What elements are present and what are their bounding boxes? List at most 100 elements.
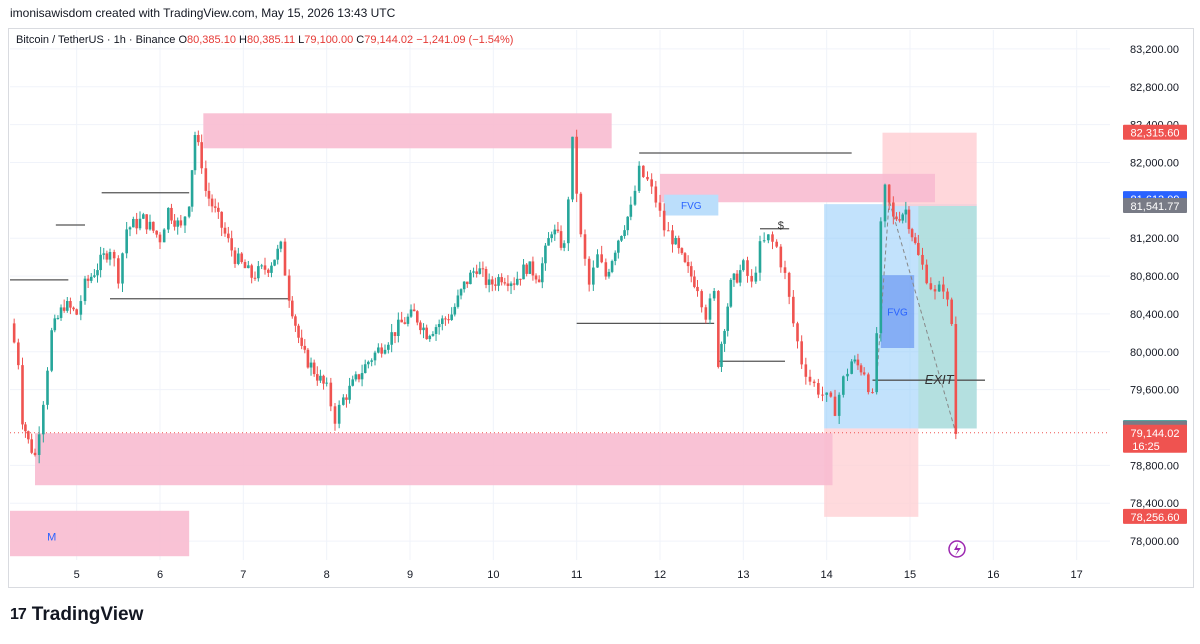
candle-body — [742, 260, 745, 271]
open-label: O — [178, 34, 188, 46]
candle-body — [33, 452, 37, 455]
candle-body — [607, 271, 611, 277]
price-tag — [1123, 424, 1187, 453]
candle-body — [342, 397, 345, 405]
price-tag-time: 16:25 — [1132, 441, 1160, 453]
candle-body — [348, 385, 351, 400]
y-tick-label: 81,200.00 — [1130, 233, 1179, 245]
x-tick-label: 16 — [987, 569, 999, 581]
candle-body — [950, 299, 953, 325]
candle-body — [237, 253, 240, 264]
symbol-name[interactable]: Bitcoin / TetherUS · 1h · Binance — [16, 34, 176, 46]
candle-body — [287, 275, 291, 301]
candle-body — [720, 343, 723, 367]
candle-body — [646, 176, 649, 180]
x-tick-label: 7 — [240, 569, 246, 581]
candle-body — [534, 275, 538, 280]
candle-body — [917, 242, 920, 255]
candle-body — [200, 142, 203, 169]
candle-body — [531, 261, 535, 276]
candle-body — [913, 237, 917, 243]
candle-body — [27, 431, 30, 440]
fvg-label: FVG — [887, 308, 908, 319]
candle-body — [771, 234, 774, 242]
candle-body — [220, 211, 223, 228]
candle-body — [846, 373, 849, 377]
close-label: C — [356, 34, 365, 46]
candle-body — [387, 344, 390, 350]
candle-body — [825, 392, 828, 395]
candle-body — [422, 327, 425, 331]
y-tick-label: 78,400.00 — [1130, 498, 1179, 510]
candle-body — [596, 254, 599, 268]
y-tick-label: 80,800.00 — [1130, 271, 1179, 283]
candle-body — [575, 136, 578, 194]
candle-body — [267, 269, 270, 273]
candle-body — [370, 360, 373, 362]
candle-body — [898, 219, 901, 221]
candle-body — [626, 216, 630, 231]
candle-body — [821, 394, 824, 396]
candle-body — [440, 318, 444, 324]
candle-body — [642, 165, 645, 177]
candle-body — [904, 209, 908, 215]
high-value: 80,385.11 — [246, 34, 296, 46]
candle-body — [155, 230, 158, 235]
candle-body — [183, 216, 187, 226]
candle-body — [680, 248, 684, 254]
candle-body — [312, 362, 316, 375]
candle-body — [617, 240, 620, 253]
price-tag-label: 78,256.60 — [1131, 512, 1180, 524]
candle-body — [484, 269, 488, 285]
candle-body — [112, 251, 116, 259]
candle-body — [610, 261, 614, 272]
candle-body — [72, 307, 75, 310]
candle-body — [167, 207, 170, 230]
x-tick-label: 11 — [571, 569, 582, 581]
candle-body — [96, 270, 99, 276]
candle-body — [325, 382, 328, 384]
candle-body — [933, 289, 937, 292]
candle-body — [303, 345, 307, 350]
candle-body — [453, 306, 457, 315]
candle-body — [428, 335, 432, 340]
x-tick-label: 14 — [821, 569, 833, 581]
candle-body — [708, 298, 712, 320]
candle-body — [519, 278, 522, 280]
y-tick-label: 82,000.00 — [1130, 158, 1179, 170]
fvg-box — [880, 275, 915, 348]
brand-name: TradingView — [31, 604, 144, 625]
candle-body — [12, 323, 16, 343]
demand-supply-zone — [203, 113, 612, 149]
candle-body — [337, 404, 341, 424]
candle-body — [434, 327, 438, 334]
candle-body — [556, 229, 560, 232]
candle-body — [604, 262, 608, 277]
candle-body — [406, 316, 410, 324]
y-tick-label: 78,000.00 — [1130, 536, 1179, 548]
fvg-label: FVG — [681, 201, 702, 212]
candle-body — [762, 240, 766, 242]
chart-frame — [8, 28, 1194, 588]
candle-body — [550, 234, 553, 239]
candle-body — [509, 283, 513, 286]
tradingview-brand[interactable]: 17 TradingView — [10, 604, 143, 626]
y-tick-label: 78,800.00 — [1130, 460, 1179, 472]
candle-body — [24, 424, 27, 432]
candle-body — [357, 374, 361, 380]
candle-body — [478, 268, 482, 274]
candle-body — [170, 207, 173, 221]
price-tag — [1123, 124, 1187, 140]
attribution-text: imonisawisdom created with TradingView.c… — [10, 6, 396, 20]
candle-body — [69, 301, 72, 308]
candle-body — [37, 434, 41, 455]
candle-body — [263, 265, 267, 270]
candle-body — [937, 284, 941, 292]
candle-body — [475, 271, 478, 274]
candle-body — [862, 372, 866, 375]
candle-body — [50, 330, 53, 371]
candle-body — [783, 267, 787, 273]
candle-body — [696, 286, 699, 292]
candle-body — [227, 233, 230, 239]
